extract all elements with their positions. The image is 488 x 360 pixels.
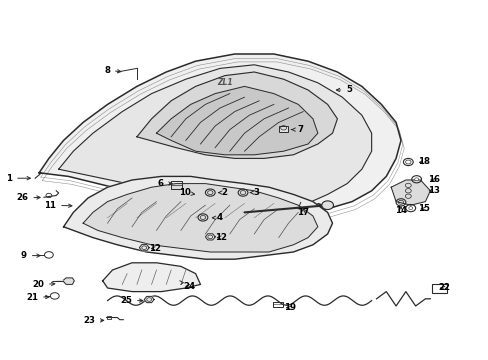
Polygon shape bbox=[390, 180, 429, 205]
Circle shape bbox=[408, 207, 412, 210]
Polygon shape bbox=[139, 244, 149, 251]
Text: 6: 6 bbox=[158, 179, 172, 188]
Polygon shape bbox=[63, 176, 332, 259]
Text: 14: 14 bbox=[394, 206, 406, 215]
Text: 4: 4 bbox=[212, 213, 222, 222]
Text: 3: 3 bbox=[250, 188, 259, 197]
Bar bbox=[171, 181, 182, 189]
Text: 8: 8 bbox=[104, 66, 121, 75]
Polygon shape bbox=[83, 184, 317, 252]
Text: 19: 19 bbox=[283, 303, 295, 312]
Bar bbox=[106, 316, 111, 319]
Polygon shape bbox=[59, 65, 371, 212]
Text: 25: 25 bbox=[120, 296, 142, 305]
Text: 15: 15 bbox=[418, 204, 429, 213]
Text: 12: 12 bbox=[149, 244, 161, 253]
Bar bbox=[272, 302, 282, 307]
Text: 1: 1 bbox=[6, 174, 30, 183]
Polygon shape bbox=[205, 234, 215, 240]
Bar bbox=[279, 126, 287, 132]
Polygon shape bbox=[102, 263, 200, 292]
Circle shape bbox=[414, 178, 418, 181]
Text: ZL1: ZL1 bbox=[217, 78, 232, 87]
Text: 18: 18 bbox=[417, 157, 429, 166]
Circle shape bbox=[321, 201, 333, 210]
Polygon shape bbox=[137, 72, 337, 158]
Text: 16: 16 bbox=[427, 175, 439, 184]
Text: 10: 10 bbox=[179, 188, 194, 197]
Text: 26: 26 bbox=[16, 194, 40, 202]
Text: 21: 21 bbox=[26, 292, 49, 302]
Text: 20: 20 bbox=[32, 280, 55, 289]
Text: 24: 24 bbox=[183, 282, 195, 291]
Polygon shape bbox=[144, 296, 154, 303]
Text: 2: 2 bbox=[218, 188, 227, 197]
Polygon shape bbox=[53, 278, 74, 284]
Polygon shape bbox=[156, 86, 317, 155]
Text: 23: 23 bbox=[83, 316, 103, 325]
Polygon shape bbox=[39, 54, 400, 220]
Text: 13: 13 bbox=[427, 186, 439, 195]
Text: 17: 17 bbox=[297, 208, 308, 217]
Text: 11: 11 bbox=[44, 201, 72, 210]
Text: 22: 22 bbox=[437, 284, 449, 292]
Text: 9: 9 bbox=[21, 251, 40, 260]
Text: 7: 7 bbox=[291, 125, 303, 134]
Text: 12: 12 bbox=[215, 233, 227, 242]
Text: 5: 5 bbox=[336, 85, 351, 94]
